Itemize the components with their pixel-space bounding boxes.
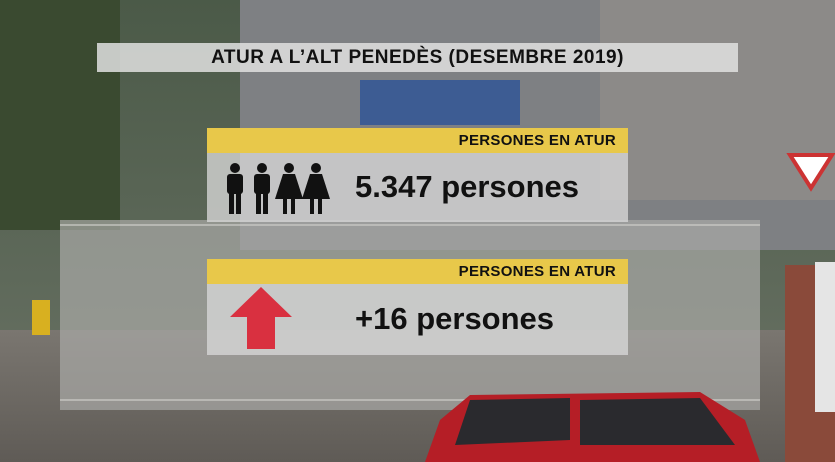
panel-body: 5.347 persones: [207, 153, 628, 222]
panel-value: +16 persones: [355, 301, 555, 336]
stat-panel: PERSONES EN ATUR 5.347 persones: [207, 128, 628, 222]
title: ATUR A L’ALT PENEDÈS (DESEMBRE 2019): [97, 43, 738, 72]
panel-label: PERSONES EN ATUR: [207, 259, 628, 284]
people-icon: [227, 163, 330, 214]
panel-label: PERSONES EN ATUR: [207, 128, 628, 153]
stat-panel: PERSONES EN ATUR +16 persones: [207, 259, 628, 355]
panel-value: 5.347 persones: [355, 169, 580, 204]
up-arrow-icon: [230, 287, 292, 349]
panel-body: +16 persones: [207, 284, 628, 355]
